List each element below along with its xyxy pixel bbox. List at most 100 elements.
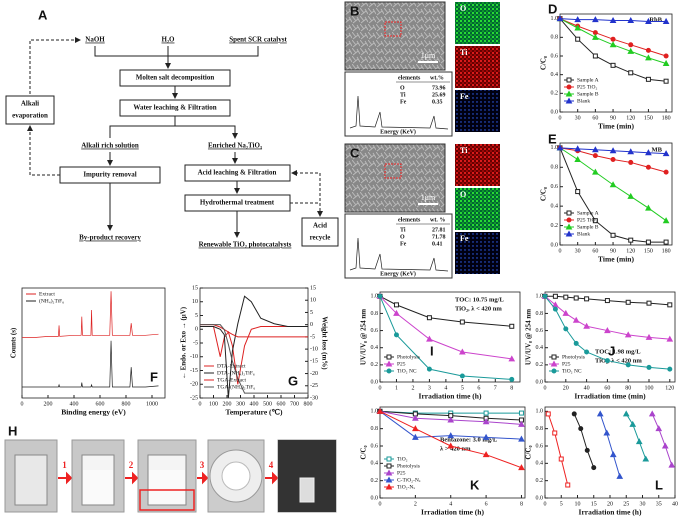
panel-label: B — [350, 3, 359, 18]
x-axis-label: Time (min) — [598, 122, 634, 131]
marker — [385, 360, 393, 367]
annotation: TiO₂, λ < 420 nm — [455, 305, 502, 312]
x-tick-label: 80 — [625, 385, 631, 391]
annotation: Bentazone: 3.0 mg/L — [440, 436, 498, 443]
y-tick-label: 0.2 — [536, 478, 544, 484]
x-tick-label: 0 — [379, 385, 382, 391]
x-tick-label: 90 — [610, 248, 616, 254]
marker — [412, 414, 419, 421]
marker — [542, 293, 548, 299]
x-tick-label: 600 — [277, 401, 286, 407]
x-tick-label: 40 — [672, 501, 678, 507]
annotation: TiO₂, λ < 420 nm — [595, 357, 642, 364]
step-number: 1 — [62, 460, 67, 470]
y-tick-label: 15 — [192, 285, 198, 291]
marker — [565, 90, 573, 97]
marker — [571, 411, 577, 417]
y2-axis-label: Weight loss (m%) — [320, 316, 328, 370]
panel-label: F — [150, 369, 158, 384]
y-axis-label: Counts (s) — [10, 327, 18, 358]
legend-label: Sample B — [577, 91, 599, 97]
eds-cell: O — [400, 85, 405, 91]
marker — [566, 84, 572, 90]
marker — [592, 168, 599, 175]
eds-header: elements — [398, 75, 421, 81]
x-tick-label: 3 — [428, 385, 431, 391]
step-number: 4 — [269, 460, 274, 470]
marker — [385, 483, 393, 490]
series-line — [625, 413, 647, 460]
marker — [645, 204, 652, 211]
element-map — [455, 188, 500, 230]
marker — [663, 53, 669, 59]
legend-label: Photolysis — [562, 354, 585, 360]
legend-label: Photolysis — [397, 463, 420, 469]
marker — [518, 435, 525, 442]
y-tick-label: 0.0 — [551, 109, 559, 115]
eds-header: elements — [398, 217, 421, 223]
marker — [556, 144, 564, 151]
marker — [550, 360, 558, 367]
eds-cell: 71.78 — [432, 234, 446, 240]
marker — [622, 410, 630, 417]
recycle-arrow — [29, 37, 81, 94]
x-tick-label: 6 — [477, 385, 480, 391]
x-tick-label: 60 — [592, 115, 598, 121]
legend-label: TiO₂ NC — [397, 368, 417, 374]
map-label: Ti — [460, 146, 468, 155]
panel-label: A — [38, 7, 48, 22]
y-axis-label: C/C₀ — [540, 187, 548, 201]
y-tick-label: -25 — [190, 395, 198, 401]
x-tick-label: 5 — [560, 501, 563, 507]
marker — [447, 432, 455, 439]
flowchart: A NaOH H₂O Spent SCR catalyst Molten sal… — [5, 7, 339, 249]
x-tick-label: 30 — [640, 501, 646, 507]
y-tick-label: 0.2 — [551, 223, 559, 229]
eds-cell: 0.35 — [432, 99, 443, 105]
marker — [646, 364, 652, 370]
marker — [635, 438, 643, 445]
series-line — [547, 413, 569, 486]
x-tick-label: 100 — [209, 401, 218, 407]
x-tick-label: 600 — [96, 401, 105, 407]
step: Hydrothermal treatment — [200, 199, 275, 207]
marker — [584, 349, 590, 355]
marker — [616, 472, 624, 479]
marker — [645, 76, 651, 82]
series-line — [200, 295, 308, 399]
marker — [518, 464, 525, 471]
marker — [629, 420, 637, 427]
x-tick-label: 120 — [626, 115, 635, 121]
legend-label: Extract — [39, 291, 55, 297]
marker — [574, 24, 582, 31]
marker — [426, 335, 433, 342]
plot-frame — [559, 142, 673, 246]
legend-label: DTA-(NH₄)₂TiF₆ — [217, 369, 255, 376]
chart: 0.0 0.2 0.4 0.6 0.8 1.0 0 30 60 90 120 150 180 Time (… — [540, 131, 673, 264]
chart: 0 200 400 600 800 1000 Binding energy (eV) Coun… — [10, 287, 166, 417]
panel-label: H — [8, 423, 17, 438]
x-tick-label: 1 — [395, 385, 398, 391]
eds-cell: Ti — [400, 92, 406, 98]
marker — [609, 41, 617, 48]
step-number: 2 — [129, 460, 134, 470]
marker — [482, 451, 490, 458]
panel-label: L — [655, 477, 663, 492]
marker — [603, 429, 611, 436]
marker — [610, 62, 616, 68]
eds-header: wt. % — [430, 217, 445, 223]
y-tick-label: 0.4 — [371, 345, 379, 351]
marker — [393, 302, 399, 308]
process-photos: H 1 2 3 4 — [4, 423, 337, 513]
marker — [592, 53, 598, 59]
x-tick-label: 20 — [563, 385, 569, 391]
x-tick-label: 200 — [223, 401, 232, 407]
output: By-product recovery — [79, 234, 141, 242]
y-axis-label: UV/UV₀ @ 254 nm — [525, 309, 533, 365]
marker — [663, 239, 669, 245]
marker — [628, 159, 634, 165]
input: NaOH — [85, 36, 105, 44]
y2-tick-label: 15 — [310, 285, 316, 291]
region — [384, 163, 402, 179]
marker — [518, 410, 524, 416]
